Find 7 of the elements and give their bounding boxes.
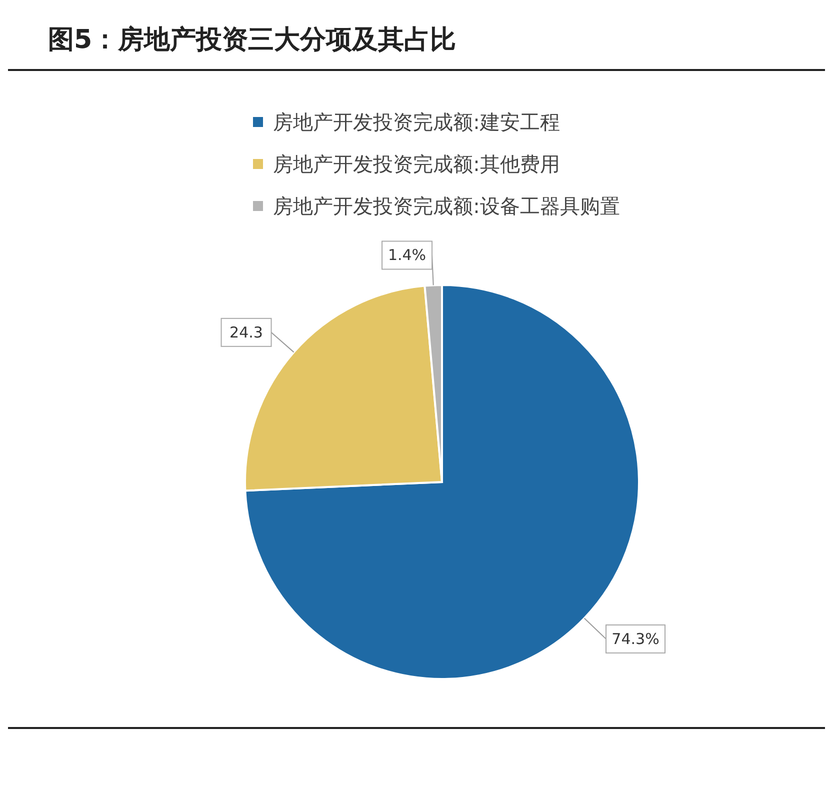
data-label: 74.3% bbox=[612, 630, 660, 648]
chart-title: 图5：房地产投资三大分项及其占比 bbox=[8, 8, 825, 71]
data-label: 1.4% bbox=[388, 246, 426, 264]
legend-label: 房地产开发投资完成额:设备工器具购置 bbox=[273, 193, 620, 220]
legend-label: 房地产开发投资完成额:建安工程 bbox=[273, 109, 560, 136]
legend-label: 房地产开发投资完成额:其他费用 bbox=[273, 151, 560, 178]
data-label: 24.3 bbox=[230, 323, 263, 342]
